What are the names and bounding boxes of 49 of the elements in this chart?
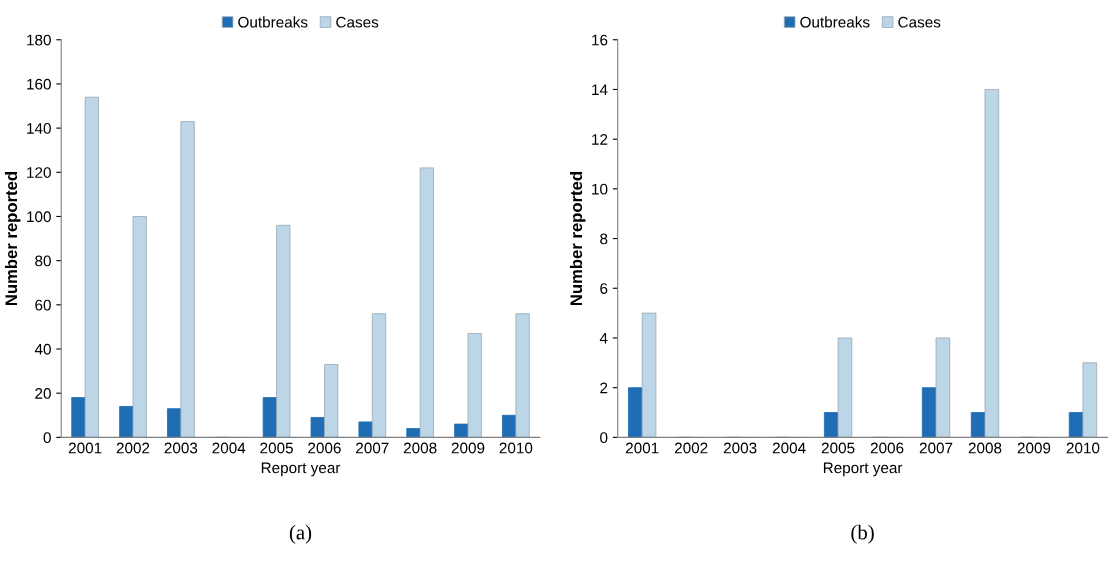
y-tick-label: 120 <box>27 167 51 178</box>
x-tick-label: 2008 <box>968 442 1002 454</box>
x-tick-label: 2009 <box>451 442 485 454</box>
legend-label: Outbreaks <box>238 16 308 28</box>
y-tick-label: 160 <box>27 78 51 90</box>
x-tick-label: 2003 <box>723 442 757 454</box>
x-tick-label: 2005 <box>821 442 855 454</box>
x-tick-label: 2010 <box>1066 442 1100 454</box>
x-tick-label: 2003 <box>164 442 198 454</box>
y-tick-label: 60 <box>35 299 51 311</box>
y-tick-label: 80 <box>35 255 51 267</box>
text: (a) <box>289 524 312 544</box>
y-tick-label: 0 <box>600 432 608 444</box>
y-tick-label: 100 <box>27 211 51 223</box>
x-axis-title: Report year <box>823 462 903 477</box>
y-tick-label: 16 <box>592 34 608 46</box>
x-tick-label: 2004 <box>772 442 806 454</box>
x-tick-label: 2007 <box>919 442 953 454</box>
x-tick-label: 2009 <box>1017 442 1051 454</box>
x-tick-label: 2001 <box>68 442 102 454</box>
y-tick-label: 40 <box>34 343 51 355</box>
x-tick-label: 2008 <box>403 442 437 454</box>
y-tick-label: 0 <box>43 432 51 444</box>
x-tick-label: 2001 <box>625 442 659 454</box>
y-tick-label: 12 <box>592 134 608 145</box>
y-axis-title: Number reported <box>4 172 21 306</box>
x-tick-label: 2006 <box>870 442 904 454</box>
x-tick-label: 2005 <box>260 442 293 454</box>
y-tick-label: 140 <box>27 122 51 134</box>
x-tick-label: 2007 <box>356 442 389 454</box>
x-tick-label: 2004 <box>212 442 246 454</box>
x-tick-label: 2006 <box>308 442 341 454</box>
legend-label: Cases <box>898 16 941 28</box>
y-tick-label: 20 <box>35 388 51 399</box>
y-tick-label: 2 <box>600 382 608 394</box>
x-axis-title: Report year <box>261 462 341 477</box>
y-tick-label: 10 <box>592 183 608 195</box>
text: (b) <box>851 524 874 544</box>
y-tick-label: 180 <box>27 34 51 46</box>
legend-label: Outbreaks <box>800 16 870 28</box>
y-tick-label: 4 <box>599 332 608 344</box>
x-tick-label: 2002 <box>116 442 150 454</box>
y-axis-title: Number reported <box>569 172 586 306</box>
legend-label: Cases <box>336 16 379 28</box>
y-tick-label: 14 <box>592 84 608 95</box>
y-tick-label: 8 <box>600 233 608 245</box>
x-tick-label: 2002 <box>674 442 708 454</box>
x-tick-label: 2010 <box>499 442 533 454</box>
y-tick-label: 6 <box>600 283 608 294</box>
